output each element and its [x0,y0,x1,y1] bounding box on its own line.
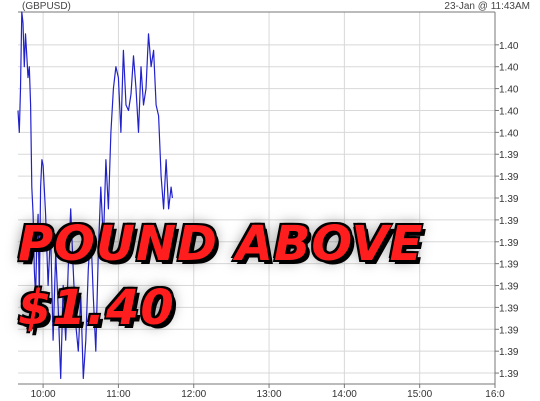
series-group [17,11,173,380]
y-tick-label: 1.40 [499,41,519,52]
x-tick-label: 15:00 [407,389,432,400]
chart-timestamp: 23-Jan @ 11:43AM [444,1,530,12]
y-tick-label: 1.39 [499,260,519,271]
y-axis-ticks: 1.40 1.40 1.40 1.40 1.40 1.39 1.39 1.39 1.39 1.39… [495,41,519,380]
headline-line-1: POUND ABOVE [18,216,424,272]
y-tick-label: 1.39 [499,238,519,249]
x-tick-label: 13:00 [257,389,282,400]
chart-symbol: (GBPUSD) [22,1,71,12]
y-tick-label: 1.39 [499,303,519,314]
y-tick-label: 1.40 [499,63,519,74]
y-tick-label: 1.39 [499,282,519,293]
x-tick-label: 14:00 [332,389,357,400]
y-tick-label: 1.40 [499,106,519,117]
y-tick-label: 1.39 [499,194,519,205]
y-tick-label: 1.40 [499,128,519,139]
x-tick-label: 11:00 [106,389,131,400]
x-tick-label: 10:00 [31,389,56,400]
y-tick-label: 1.39 [499,347,519,358]
y-tick-label: 1.39 [499,150,519,161]
y-tick-label: 1.39 [499,172,519,183]
headline-line-2: $1.40 [18,280,175,336]
x-tick-label: 16:0 [485,389,505,400]
y-tick-label: 1.39 [499,216,519,227]
x-tick-label: 12:00 [181,389,206,400]
y-tick-label: 1.40 [499,85,519,96]
series-line [17,11,173,380]
x-axis-ticks: 10:00 11:00 12:00 13:00 14:00 15:00 16:0 [31,384,505,400]
y-tick-label: 1.39 [499,325,519,336]
y-tick-label: 1.39 [499,369,519,380]
